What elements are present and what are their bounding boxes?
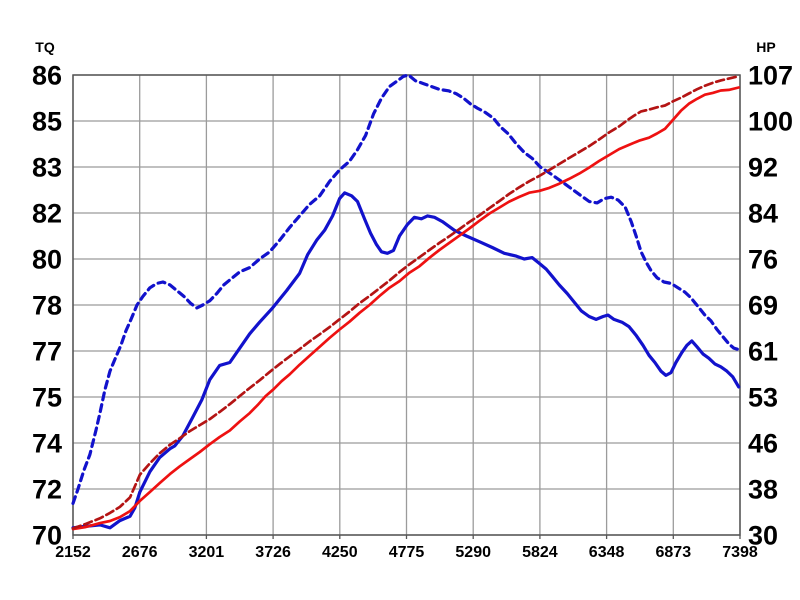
tq-tick-label: 82	[32, 199, 62, 229]
series-layer	[71, 73, 741, 531]
tq-tick-label: 74	[32, 429, 62, 459]
torque-run-dashed-line	[71, 73, 741, 505]
tq-tick-label: 70	[32, 521, 62, 551]
torque-run-solid-line	[71, 191, 741, 530]
hp-run-dashed-line	[71, 74, 741, 530]
hp-tick-label: 76	[748, 245, 778, 275]
hp-tick-label: 53	[748, 383, 778, 413]
tq-axis-title: TQ	[35, 39, 55, 55]
hp-axis-title: HP	[756, 39, 775, 55]
tq-tick-label: 77	[32, 337, 62, 367]
rpm-tick-label: 5824	[522, 544, 558, 561]
tq-tick-label: 78	[32, 291, 62, 321]
rpm-tick-label: 3201	[189, 544, 225, 561]
rpm-tick-label: 4775	[389, 544, 425, 561]
hp-run-solid-line	[71, 86, 741, 531]
rpm-tick-label: 6873	[656, 544, 692, 561]
rpm-tick-label: 2152	[55, 544, 91, 561]
hp-tick-label: 46	[748, 429, 778, 459]
rpm-tick-label: 5290	[455, 544, 491, 561]
tick-layer: 2152 2676 3201 3726 4250 4775 5290 5824 6348 6873…	[32, 61, 793, 562]
tq-tick-label: 86	[32, 61, 62, 91]
hp-tick-label: 38	[748, 475, 778, 505]
hp-tick-label: 107	[748, 61, 793, 91]
tq-tick-label: 80	[32, 245, 62, 275]
tq-tick-label: 83	[32, 153, 62, 183]
rpm-tick-label: 3726	[255, 544, 291, 561]
rpm-tick-label: 2676	[122, 544, 158, 561]
tq-tick-label: 85	[32, 107, 62, 137]
hp-tick-label: 30	[748, 521, 778, 551]
tq-tick-label: 72	[32, 475, 62, 505]
rpm-tick-label: 4250	[322, 544, 358, 561]
hp-tick-label: 61	[748, 337, 778, 367]
rpm-tick-label: 7398	[722, 544, 758, 561]
hp-tick-label: 84	[748, 199, 778, 229]
rpm-tick-label: 6348	[589, 544, 625, 561]
hp-tick-label: 100	[748, 107, 793, 137]
hp-tick-label: 69	[748, 291, 778, 321]
hp-tick-label: 92	[748, 153, 778, 183]
grid-layer	[72, 74, 741, 536]
tq-tick-label: 75	[32, 383, 62, 413]
